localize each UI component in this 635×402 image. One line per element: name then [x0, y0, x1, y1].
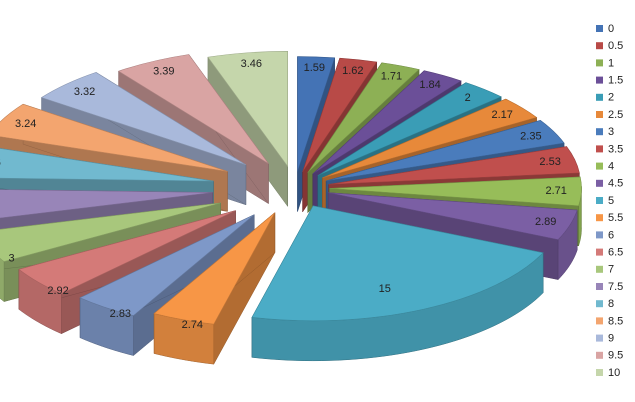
legend-swatch-6	[596, 231, 603, 239]
data-label-10: 3.46	[241, 58, 262, 70]
legend-label-2: 2	[608, 92, 614, 104]
legend-label-7.5: 7.5	[608, 281, 623, 293]
legend-swatch-2	[596, 93, 603, 101]
data-label-9.5: 3.39	[153, 66, 174, 78]
legend-label-5: 5	[608, 195, 614, 207]
data-label-9: 3.32	[74, 86, 95, 98]
legend-swatch-9.5	[596, 351, 603, 359]
data-label-4: 2.71	[546, 185, 567, 197]
pie-slices	[0, 50, 582, 365]
legend-label-0: 0	[608, 23, 614, 35]
data-label-3: 2.35	[520, 130, 541, 142]
legend-label-1.5: 1.5	[608, 75, 623, 87]
data-label-0.5: 1.62	[342, 65, 363, 77]
legend-swatch-2.5	[596, 111, 603, 118]
data-label-6: 2.83	[110, 308, 131, 320]
legend-label-5.5: 5.5	[608, 212, 623, 224]
legend-label-6.5: 6.5	[608, 247, 623, 259]
legend-swatch-4	[596, 162, 603, 170]
legend-swatch-4.5	[596, 179, 603, 187]
legend-label-6: 6	[608, 229, 614, 241]
data-label-8: 3.16	[0, 157, 1, 169]
legend-swatch-5.5	[596, 214, 603, 222]
data-label-3.5: 2.53	[539, 156, 560, 168]
legend-label-3: 3	[608, 126, 614, 138]
legend-swatch-10	[596, 369, 603, 376]
data-label-5: 15	[379, 283, 391, 295]
data-label-2: 2	[465, 92, 471, 104]
legend-label-4.5: 4.5	[608, 178, 623, 190]
legend-label-8: 8	[608, 298, 614, 310]
legend-swatch-1.5	[596, 76, 603, 84]
legend-swatch-1	[596, 59, 603, 67]
legend-swatch-9	[596, 334, 603, 342]
legend-swatch-3	[596, 128, 603, 136]
legend: 0 0.5 1 1.5 2 2.5 3 3.5 4 4.5 5 5.5 6 6.5 7 7.5 8 8.5 9 9.5…	[596, 23, 623, 379]
data-label-8.5: 3.24	[15, 118, 36, 130]
legend-label-10: 10	[608, 367, 620, 379]
data-label-7: 3	[8, 253, 14, 265]
legend-label-7: 7	[608, 264, 614, 276]
legend-label-9: 9	[608, 333, 614, 345]
legend-swatch-8.5	[596, 317, 603, 325]
legend-swatch-0	[596, 25, 603, 32]
pie-slice-5	[251, 205, 544, 362]
legend-label-2.5: 2.5	[608, 109, 623, 121]
legend-swatch-7.5	[596, 283, 603, 290]
data-label-2.5: 2.17	[492, 109, 513, 121]
data-label-4.5: 2.89	[535, 216, 556, 228]
legend-swatch-3.5	[596, 145, 603, 153]
legend-label-8.5: 8.5	[608, 315, 623, 327]
legend-swatch-8	[596, 300, 603, 308]
legend-swatch-6.5	[596, 248, 603, 256]
legend-label-4: 4	[608, 161, 614, 173]
legend-swatch-7	[596, 265, 603, 273]
legend-label-3.5: 3.5	[608, 143, 623, 155]
data-label-6.5: 2.92	[47, 285, 68, 297]
data-labels: 1.59 1.62 1.71 1.84 2 2.17 2.35 2.53 2.71 2.89 15 2…	[0, 58, 567, 331]
data-label-1.5: 1.84	[419, 79, 440, 91]
legend-label-9.5: 9.5	[608, 350, 623, 362]
data-label-1: 1.71	[381, 70, 402, 82]
legend-swatch-0.5	[596, 42, 603, 50]
legend-swatch-5	[596, 197, 603, 204]
legend-label-0.5: 0.5	[608, 40, 623, 52]
legend-label-1: 1	[608, 57, 614, 69]
data-label-0: 1.59	[304, 62, 325, 74]
data-label-5.5: 2.74	[182, 319, 203, 331]
pie-slice-5.5	[153, 212, 276, 365]
